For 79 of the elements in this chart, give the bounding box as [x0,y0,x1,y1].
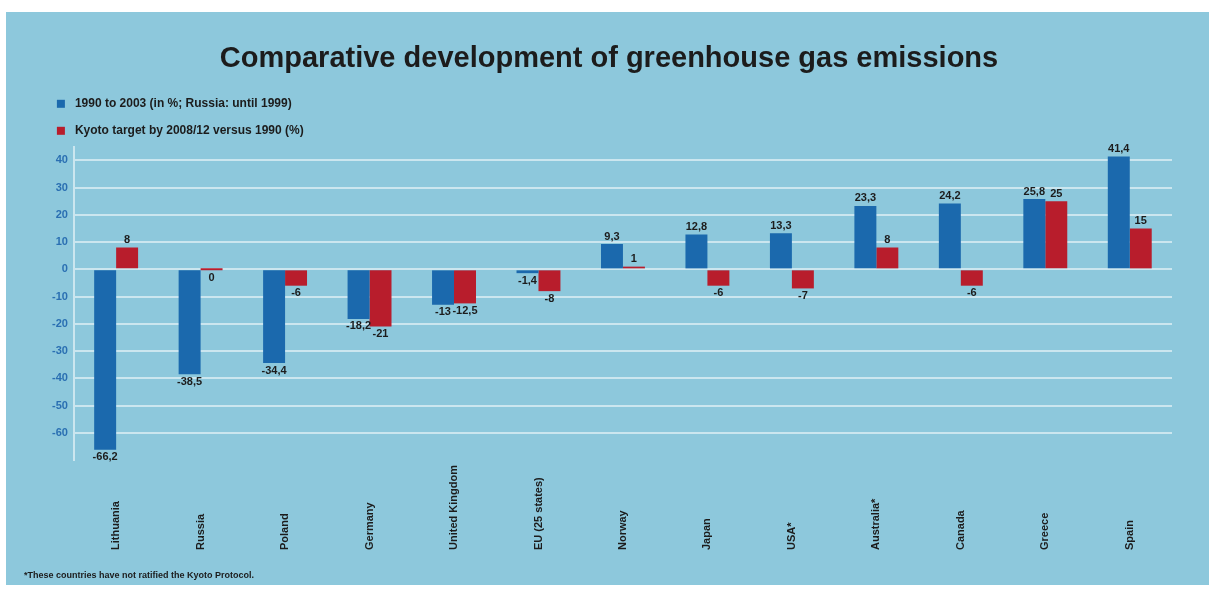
bar [369,270,392,327]
data-label: -7 [797,288,808,301]
data-label: 25,8 [1023,184,1046,197]
data-label: 23,3 [854,191,877,204]
y-tick-label: 10 [55,235,68,248]
bar [200,268,223,271]
legend-label: Kyoto target by 2008/12 versus 1990 (%) [74,123,304,138]
y-tick-label: -30 [51,344,68,357]
x-tick-label: Russia [193,513,206,550]
data-label: -13 [435,305,451,318]
bar [960,270,983,286]
data-label: -66,2 [92,450,118,463]
bar [94,270,117,450]
legend-label: 1990 to 2003 (in %; Russia: until 1999) [74,96,292,111]
bar [1045,201,1068,269]
bar [854,205,877,269]
x-tick-label: Lithuania [109,500,122,550]
bar [791,270,814,289]
data-label: 15 [1134,214,1147,227]
y-tick-label: -50 [51,398,68,411]
data-label: -6 [291,286,301,299]
x-tick-label: Poland [278,513,291,550]
bar [1107,156,1130,269]
data-label: -12,5 [452,303,478,316]
bar [178,270,201,375]
data-label: -34,4 [261,363,288,376]
bar [347,270,370,319]
data-label: 41,4 [1108,142,1131,155]
bar [516,270,539,274]
bar [600,244,623,269]
data-label: 8 [884,233,891,246]
data-label: -6 [713,286,724,299]
y-tick-label: -40 [51,371,68,384]
bar [938,203,961,269]
x-tick-label: Norway [615,509,628,550]
data-label: 12,8 [685,220,708,233]
x-tick-label: Canada [953,509,966,550]
x-tick-label: EU (25 states) [531,476,544,550]
bar [685,234,708,269]
x-tick-label: Greece [1038,512,1051,550]
y-tick-label: -10 [51,289,68,302]
bar [116,247,139,269]
data-label: 9,3 [604,229,620,242]
x-tick-label: Australia* [869,497,882,550]
data-label: -38,5 [177,374,203,387]
data-label: 24,2 [939,188,961,201]
data-label: 0 [208,270,215,283]
x-tick-label: Japan [700,517,713,550]
data-label: 8 [124,233,131,246]
bar [432,270,455,305]
bar [263,270,286,364]
data-label: -6 [966,286,977,299]
y-tick-label: -20 [51,316,68,329]
x-tick-label: Germany [362,501,375,550]
x-tick-label: Spain [1122,519,1135,550]
y-tick-label: 40 [55,153,68,166]
x-tick-label: United Kingdom [447,464,460,550]
data-label: -1,4 [518,273,538,286]
data-label: -18,2 [346,319,372,332]
bar [769,233,792,269]
bar [1023,199,1046,269]
y-tick-label: 30 [55,180,68,193]
data-label: -21 [372,327,389,340]
y-tick-label: 20 [55,207,68,220]
y-tick-label: -60 [51,425,68,438]
data-label: 13,3 [770,218,792,231]
bar [1129,228,1152,269]
chart-title: Comparative development of greenhouse gas emissions [219,41,999,74]
bar [285,270,308,286]
data-label: -8 [544,291,555,304]
bar [707,270,730,286]
data-label: 25 [1050,186,1063,199]
y-tick-label: 0 [61,262,68,275]
data-label: 1 [630,252,637,265]
text: *These countries have not ratified the Kyoto Protocol. [24,570,255,581]
bar [876,247,899,269]
bar [454,270,476,304]
bar [538,270,561,292]
x-tick-label: USA* [784,521,797,550]
